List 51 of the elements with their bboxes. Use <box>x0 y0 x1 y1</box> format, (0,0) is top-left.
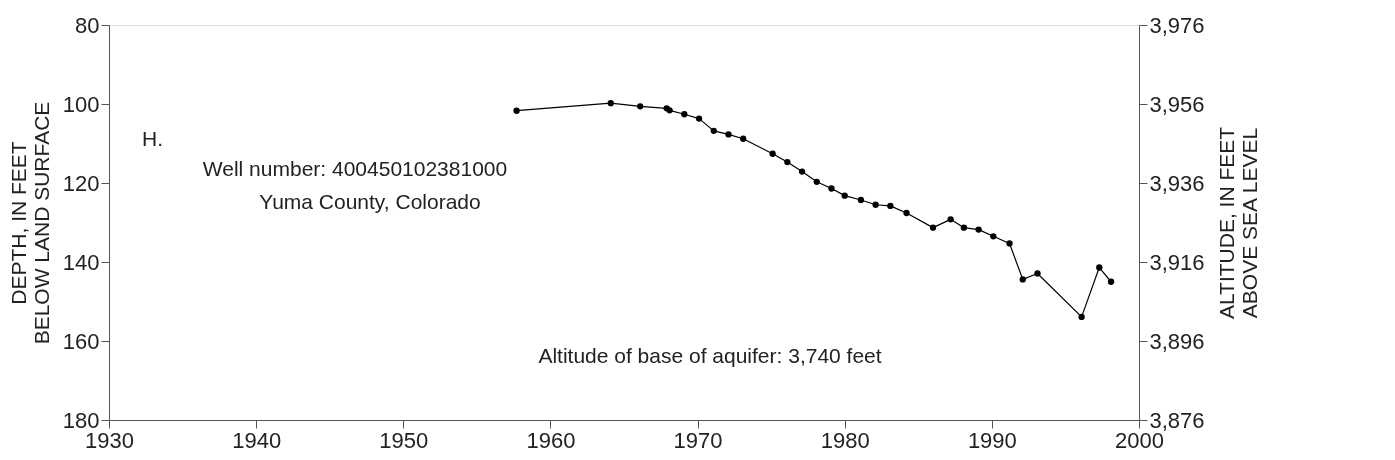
point <box>725 131 732 138</box>
point <box>828 185 835 192</box>
y-tick-label: 120 <box>62 170 100 196</box>
point <box>637 103 644 110</box>
point <box>513 107 520 114</box>
annotation: H. <box>142 127 163 150</box>
x-tick-label: 1990 <box>967 427 1017 453</box>
point <box>929 224 937 231</box>
point <box>1006 240 1013 247</box>
point <box>1107 278 1115 285</box>
point <box>841 192 848 199</box>
x-tick-label: 1960 <box>526 427 576 453</box>
point <box>1096 264 1103 271</box>
point <box>784 158 791 166</box>
point <box>695 115 703 122</box>
annotation: Altitude of base of aquifer: 3,740 feet <box>538 344 882 367</box>
y-tick-label: 140 <box>62 249 100 275</box>
point <box>975 226 982 233</box>
y2-axis-title: ALTITUDE, IN FEET ABOVE SEA LEVEL <box>1214 126 1261 320</box>
y-tick-label: 100 <box>62 91 100 117</box>
point <box>887 202 894 210</box>
point <box>813 178 820 185</box>
annotation: Yuma County, Colorado <box>259 190 481 213</box>
point <box>710 127 717 135</box>
point <box>740 135 747 142</box>
point <box>872 201 879 208</box>
x-tick-label: 1950 <box>379 427 429 453</box>
annotation: Well number: 400450102381000 <box>202 157 508 180</box>
point <box>769 150 776 157</box>
point <box>947 216 954 223</box>
point <box>990 233 997 240</box>
point <box>798 168 806 175</box>
y-tick-label: 160 <box>62 328 100 354</box>
y-tick-label: 80 <box>75 12 100 38</box>
y2-tick-label: 3,896 <box>1149 328 1205 354</box>
y2-tick-label: 3,956 <box>1149 91 1205 117</box>
point <box>857 196 865 204</box>
y2-tick-label: 3,936 <box>1149 170 1205 196</box>
y-axis-title: DEPTH, IN FEET BELOW LAND SURFACE <box>6 101 53 345</box>
point <box>903 209 910 217</box>
x-tick-label: 1940 <box>232 427 282 453</box>
y2-tick-label: 3,976 <box>1149 12 1205 38</box>
point <box>681 111 688 118</box>
point <box>960 224 968 231</box>
y2-tick-label: 3,916 <box>1149 249 1205 275</box>
point <box>607 100 614 107</box>
point <box>1078 313 1085 321</box>
x-tick-label: 1980 <box>820 427 870 453</box>
point <box>1034 270 1041 277</box>
x-tick-label: 1970 <box>673 427 723 453</box>
point <box>1019 276 1026 283</box>
